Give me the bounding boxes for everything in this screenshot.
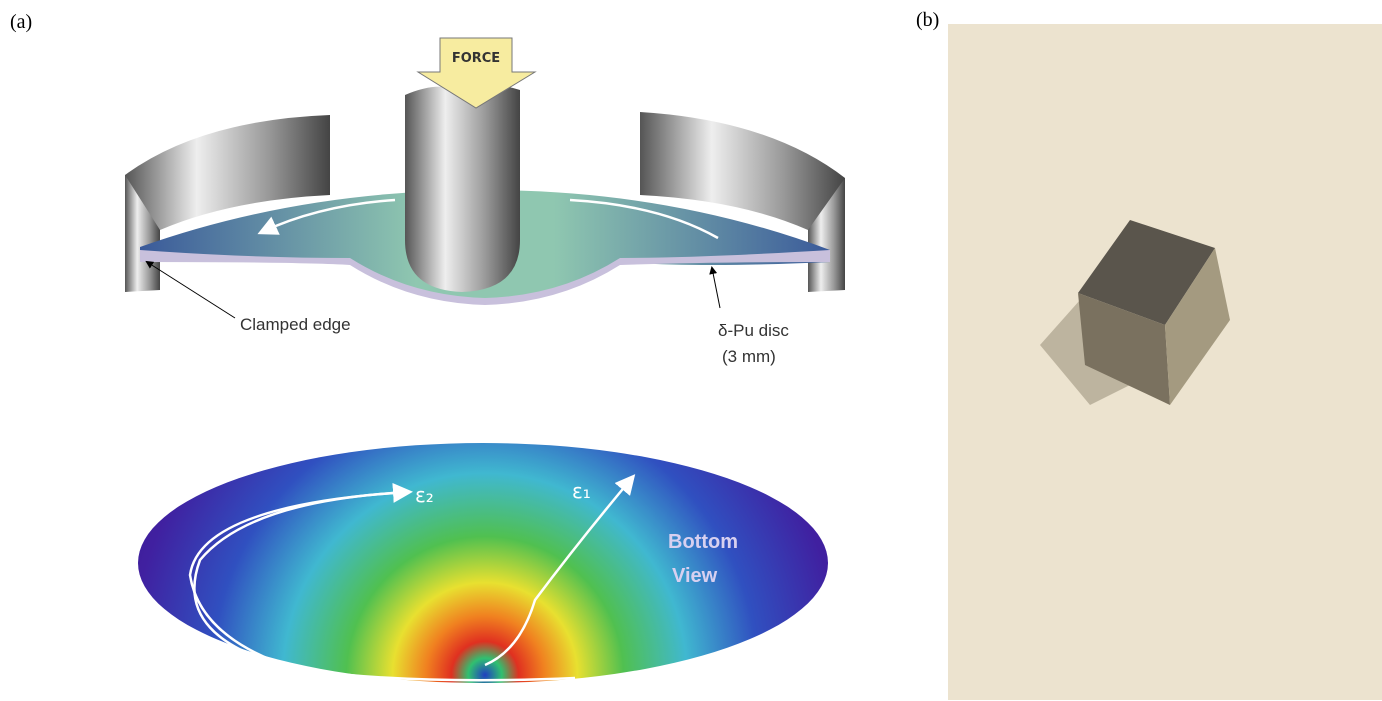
strain-label: ε₂ (415, 483, 434, 507)
clamp (640, 112, 845, 230)
punch (405, 85, 520, 292)
view-label: Bottom (668, 531, 738, 553)
panel-label: (b) (916, 9, 939, 31)
arrow (188, 482, 413, 672)
panel-label: (a) (10, 11, 32, 33)
label: (3 mm) (722, 347, 776, 366)
arrow (257, 198, 396, 235)
cube-top (1078, 220, 1215, 325)
view-label: View (672, 565, 718, 587)
leader (709, 266, 721, 309)
strain-label: ε₁ (572, 479, 591, 503)
label: Clamped edge (240, 315, 351, 334)
label: δ-Pu disc (718, 321, 789, 340)
cube-side (1165, 248, 1230, 405)
arrow (484, 474, 636, 667)
clamp (125, 115, 330, 230)
cube-side (1078, 293, 1170, 405)
arrow (569, 198, 719, 240)
leader (145, 260, 236, 319)
disc-edge (140, 250, 830, 305)
force-label: FORCE (452, 51, 500, 66)
strain-map (138, 443, 828, 683)
force-arrow (416, 37, 537, 109)
arrow (193, 490, 576, 682)
